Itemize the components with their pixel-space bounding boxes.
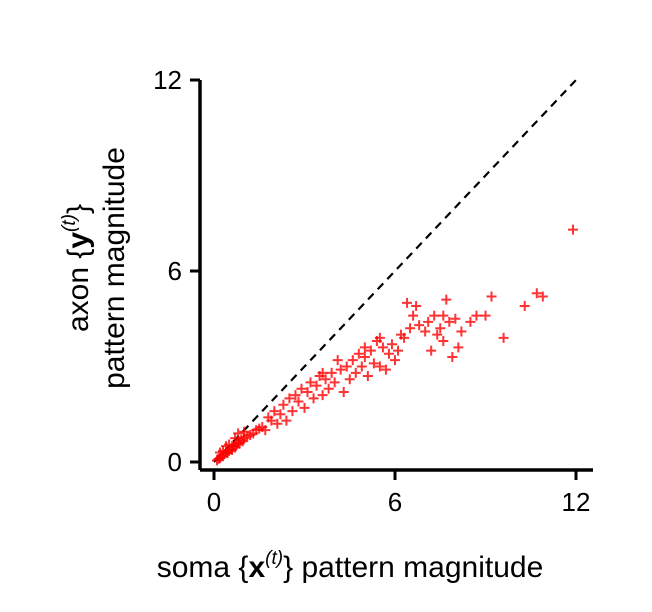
data-point bbox=[402, 297, 413, 308]
data-point bbox=[305, 377, 316, 388]
data-point bbox=[420, 326, 431, 337]
data-point bbox=[230, 433, 241, 444]
data-point bbox=[329, 377, 340, 388]
points-layer bbox=[212, 224, 578, 466]
identity-reference-line bbox=[213, 79, 577, 463]
y-axis-title-line1: axon {y(t)} bbox=[59, 204, 95, 332]
data-point bbox=[465, 316, 476, 327]
data-point bbox=[393, 345, 404, 356]
data-point bbox=[338, 386, 349, 397]
data-point bbox=[414, 320, 425, 331]
data-point bbox=[221, 441, 232, 452]
data-point bbox=[272, 418, 283, 429]
data-point bbox=[296, 383, 307, 394]
data-point bbox=[386, 339, 397, 350]
x-tick-label: 12 bbox=[562, 487, 591, 517]
data-point bbox=[456, 326, 467, 337]
data-point bbox=[290, 390, 301, 401]
y-tick-label: 6 bbox=[168, 256, 182, 286]
x-tick-label: 0 bbox=[207, 487, 221, 517]
reference-line-layer bbox=[213, 79, 577, 463]
data-point bbox=[356, 361, 367, 372]
data-point bbox=[374, 332, 385, 343]
data-point bbox=[365, 345, 376, 356]
data-point bbox=[323, 383, 334, 394]
data-point bbox=[411, 301, 422, 312]
data-point bbox=[275, 409, 286, 420]
data-point bbox=[531, 288, 542, 299]
data-point bbox=[374, 361, 385, 372]
data-point bbox=[353, 348, 364, 359]
data-point bbox=[350, 367, 361, 378]
x-tick-label: 6 bbox=[388, 487, 402, 517]
data-point bbox=[423, 316, 434, 327]
data-point bbox=[383, 348, 394, 359]
data-point bbox=[519, 301, 530, 312]
data-point bbox=[311, 380, 322, 391]
y-tick-label: 12 bbox=[153, 65, 182, 95]
data-point bbox=[317, 390, 328, 401]
data-point bbox=[317, 367, 328, 378]
data-point bbox=[408, 310, 419, 321]
data-point bbox=[405, 323, 416, 334]
data-point bbox=[320, 374, 331, 385]
data-point bbox=[269, 406, 280, 417]
data-point bbox=[359, 342, 370, 353]
data-point bbox=[486, 291, 497, 302]
x-axis-title: soma {x(t)} pattern magnitude bbox=[157, 548, 544, 584]
data-point bbox=[239, 426, 250, 437]
data-point bbox=[438, 310, 449, 321]
y-axis-title: axon {y(t)} pattern magnitude bbox=[59, 147, 131, 389]
data-point bbox=[278, 399, 289, 410]
data-point bbox=[399, 332, 410, 343]
data-point bbox=[308, 393, 319, 404]
data-point bbox=[260, 425, 271, 436]
data-point bbox=[480, 310, 491, 321]
data-point bbox=[438, 336, 449, 347]
data-point bbox=[326, 367, 337, 378]
data-point bbox=[471, 310, 482, 321]
data-point bbox=[567, 224, 578, 235]
data-point bbox=[432, 329, 443, 340]
data-point bbox=[441, 294, 452, 305]
data-point bbox=[287, 406, 298, 417]
data-point bbox=[537, 291, 548, 302]
data-point bbox=[359, 351, 370, 362]
data-point bbox=[498, 332, 509, 343]
data-point bbox=[332, 355, 343, 366]
ticks-layer: 0 6 12 0 6 12 bbox=[153, 65, 590, 517]
data-point bbox=[344, 374, 355, 385]
data-point bbox=[284, 393, 295, 404]
data-point bbox=[281, 415, 292, 426]
y-axis-title-line2: pattern magnitude bbox=[98, 147, 131, 389]
data-point bbox=[444, 316, 455, 327]
data-point bbox=[299, 402, 310, 413]
data-point bbox=[377, 342, 388, 353]
data-point bbox=[347, 355, 358, 366]
data-point bbox=[335, 364, 346, 375]
data-point bbox=[429, 310, 440, 321]
data-point bbox=[450, 313, 461, 324]
data-point bbox=[362, 371, 373, 382]
data-point bbox=[390, 355, 400, 366]
data-point bbox=[341, 361, 352, 372]
data-point bbox=[293, 396, 304, 407]
data-point bbox=[263, 412, 274, 423]
data-point bbox=[368, 358, 379, 369]
data-point bbox=[380, 364, 391, 375]
data-point bbox=[453, 342, 464, 353]
data-point bbox=[426, 345, 437, 356]
data-point bbox=[302, 386, 313, 397]
data-point bbox=[447, 351, 458, 362]
y-tick-label: 0 bbox=[168, 447, 182, 477]
data-point bbox=[435, 323, 446, 334]
